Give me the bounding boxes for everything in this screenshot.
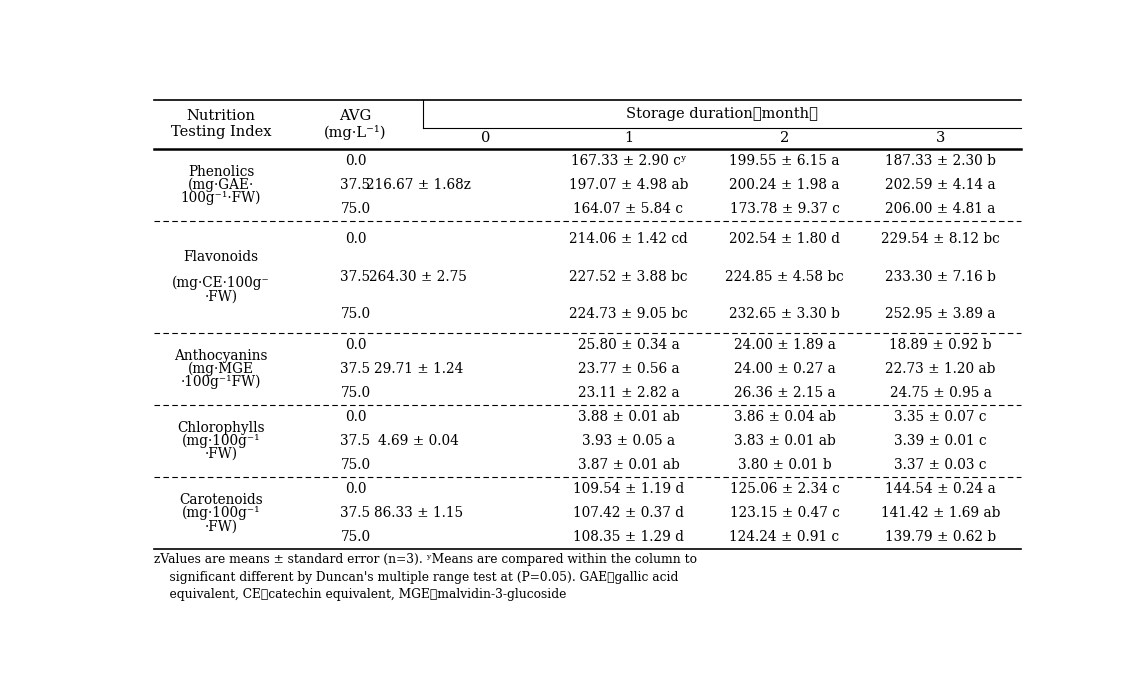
Text: 232.65 ± 3.30 b: 232.65 ± 3.30 b (729, 307, 840, 321)
Text: 75.0: 75.0 (340, 386, 370, 400)
Text: 164.07 ± 5.84 c: 164.07 ± 5.84 c (573, 202, 683, 216)
Text: 200.24 ± 1.98 a: 200.24 ± 1.98 a (729, 177, 840, 192)
Text: 37.5: 37.5 (340, 177, 370, 192)
Text: 214.06 ± 1.42 cd: 214.06 ± 1.42 cd (570, 233, 688, 246)
Text: 107.42 ± 0.37 d: 107.42 ± 0.37 d (573, 506, 684, 520)
Text: 4.69 ± 0.04: 4.69 ± 0.04 (378, 434, 458, 448)
Text: Carotenoids: Carotenoids (179, 493, 262, 507)
Text: equivalent, CE：catechin equivalent, MGE：malvidin-3-glucoside: equivalent, CE：catechin equivalent, MGE：… (154, 588, 566, 601)
Text: 144.54 ± 0.24 a: 144.54 ± 0.24 a (885, 482, 996, 496)
Text: 1: 1 (623, 131, 633, 145)
Text: Storage duration（month）: Storage duration（month） (626, 107, 817, 121)
Text: 75.0: 75.0 (340, 307, 370, 321)
Text: (mg·100g⁻¹: (mg·100g⁻¹ (182, 434, 260, 448)
Text: 197.07 ± 4.98 ab: 197.07 ± 4.98 ab (568, 177, 689, 192)
Text: (mg·MGE: (mg·MGE (188, 361, 254, 376)
Text: 3: 3 (936, 131, 945, 145)
Text: 24.00 ± 0.27 a: 24.00 ± 0.27 a (733, 361, 835, 376)
Text: Anthocyanins: Anthocyanins (174, 349, 268, 363)
Text: 25.80 ± 0.34 a: 25.80 ± 0.34 a (578, 338, 680, 352)
Text: 252.95 ± 3.89 a: 252.95 ± 3.89 a (886, 307, 996, 321)
Text: 227.52 ± 3.88 bc: 227.52 ± 3.88 bc (570, 269, 688, 284)
Text: 0.0: 0.0 (345, 233, 367, 246)
Text: 124.24 ± 0.91 c: 124.24 ± 0.91 c (730, 530, 840, 544)
Text: 75.0: 75.0 (340, 202, 370, 216)
Text: 86.33 ± 1.15: 86.33 ± 1.15 (374, 506, 463, 520)
Text: 100g⁻¹·FW): 100g⁻¹·FW) (181, 190, 261, 205)
Text: 0: 0 (481, 131, 490, 145)
Text: 123.15 ± 0.47 c: 123.15 ± 0.47 c (730, 506, 840, 520)
Text: 0.0: 0.0 (345, 482, 367, 496)
Text: 202.54 ± 1.80 d: 202.54 ± 1.80 d (729, 233, 840, 246)
Text: ·100g⁻¹FW): ·100g⁻¹FW) (181, 374, 261, 389)
Text: 26.36 ± 2.15 a: 26.36 ± 2.15 a (733, 386, 835, 400)
Text: 29.71 ± 1.24: 29.71 ± 1.24 (374, 361, 463, 376)
Text: Phenolics: Phenolics (188, 164, 254, 179)
Text: ᴢValues are means ± standard error (n=3). ʸMeans are compared within the column : ᴢValues are means ± standard error (n=3)… (154, 553, 697, 567)
Text: Nutrition
Testing Index: Nutrition Testing Index (171, 109, 272, 140)
Text: 229.54 ± 8.12 bc: 229.54 ± 8.12 bc (881, 233, 1000, 246)
Text: 37.5: 37.5 (340, 434, 370, 448)
Text: 173.78 ± 9.37 c: 173.78 ± 9.37 c (730, 202, 840, 216)
Text: 37.5: 37.5 (340, 269, 370, 284)
Text: 2: 2 (780, 131, 790, 145)
Text: AVG
(mg·L⁻¹): AVG (mg·L⁻¹) (324, 108, 386, 140)
Text: 108.35 ± 1.29 d: 108.35 ± 1.29 d (573, 530, 684, 544)
Text: 37.5: 37.5 (340, 361, 370, 376)
Text: (mg·100g⁻¹: (mg·100g⁻¹ (182, 506, 260, 520)
Text: 167.33 ± 2.90 cʸ: 167.33 ± 2.90 cʸ (571, 153, 686, 168)
Text: 141.42 ± 1.69 ab: 141.42 ± 1.69 ab (881, 506, 1000, 520)
Text: 3.83 ± 0.01 ab: 3.83 ± 0.01 ab (733, 434, 835, 448)
Text: 75.0: 75.0 (340, 458, 370, 472)
Text: (mg·GAE·: (mg·GAE· (188, 177, 254, 192)
Text: 75.0: 75.0 (340, 530, 370, 544)
Text: 199.55 ± 6.15 a: 199.55 ± 6.15 a (729, 153, 840, 168)
Text: 0.0: 0.0 (345, 153, 367, 168)
Text: 0.0: 0.0 (345, 410, 367, 424)
Text: 216.67 ± 1.68ᴢ: 216.67 ± 1.68ᴢ (366, 177, 471, 192)
Text: 3.88 ± 0.01 ab: 3.88 ± 0.01 ab (578, 410, 680, 424)
Text: ·FW): ·FW) (204, 447, 237, 461)
Text: 18.89 ± 0.92 b: 18.89 ± 0.92 b (889, 338, 991, 352)
Text: 233.30 ± 7.16 b: 233.30 ± 7.16 b (885, 269, 996, 284)
Text: (mg·CE·100g⁻: (mg·CE·100g⁻ (172, 276, 270, 291)
Text: 224.73 ± 9.05 bc: 224.73 ± 9.05 bc (570, 307, 688, 321)
Text: Chlorophylls: Chlorophylls (178, 421, 265, 435)
Text: 24.00 ± 1.89 a: 24.00 ± 1.89 a (733, 338, 835, 352)
Text: 202.59 ± 4.14 a: 202.59 ± 4.14 a (885, 177, 996, 192)
Text: 264.30 ± 2.75: 264.30 ± 2.75 (369, 269, 468, 284)
Text: 3.35 ± 0.07 c: 3.35 ± 0.07 c (894, 410, 987, 424)
Text: 3.37 ± 0.03 c: 3.37 ± 0.03 c (894, 458, 987, 472)
Text: 23.77 ± 0.56 a: 23.77 ± 0.56 a (578, 361, 680, 376)
Text: 206.00 ± 4.81 a: 206.00 ± 4.81 a (886, 202, 996, 216)
Text: 3.80 ± 0.01 b: 3.80 ± 0.01 b (738, 458, 831, 472)
Text: 23.11 ± 2.82 a: 23.11 ± 2.82 a (578, 386, 680, 400)
Text: 22.73 ± 1.20 ab: 22.73 ± 1.20 ab (886, 361, 996, 376)
Text: 187.33 ± 2.30 b: 187.33 ± 2.30 b (885, 153, 996, 168)
Text: 3.87 ± 0.01 ab: 3.87 ± 0.01 ab (578, 458, 680, 472)
Text: ·FW): ·FW) (204, 289, 237, 303)
Text: 125.06 ± 2.34 c: 125.06 ± 2.34 c (730, 482, 840, 496)
Text: 37.5: 37.5 (340, 506, 370, 520)
Text: 109.54 ± 1.19 d: 109.54 ± 1.19 d (573, 482, 684, 496)
Text: significant different by Duncan's multiple range test at (P=0.05). GAE：gallic ac: significant different by Duncan's multip… (154, 571, 678, 584)
Text: 24.75 ± 0.95 a: 24.75 ± 0.95 a (889, 386, 991, 400)
Text: Flavonoids: Flavonoids (183, 250, 259, 264)
Text: 139.79 ± 0.62 b: 139.79 ± 0.62 b (885, 530, 996, 544)
Text: 3.39 ± 0.01 c: 3.39 ± 0.01 c (894, 434, 987, 448)
Text: 3.86 ± 0.04 ab: 3.86 ± 0.04 ab (733, 410, 835, 424)
Text: 0.0: 0.0 (345, 338, 367, 352)
Text: 3.93 ± 0.05 a: 3.93 ± 0.05 a (582, 434, 675, 448)
Text: ·FW): ·FW) (204, 519, 237, 533)
Text: 224.85 ± 4.58 bc: 224.85 ± 4.58 bc (725, 269, 843, 284)
